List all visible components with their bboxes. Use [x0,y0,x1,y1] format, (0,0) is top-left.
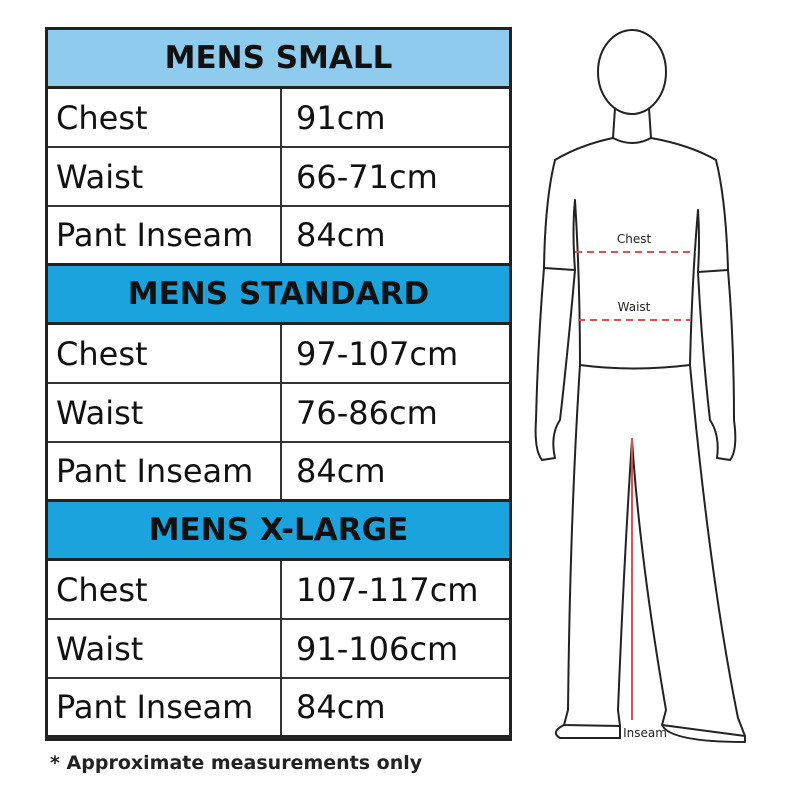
measurement-label: Waist [48,620,282,677]
neck-outline [612,107,652,139]
measurement-value: 76-86cm [296,393,438,432]
head-outline [597,29,667,115]
chest-label: Chest [617,232,652,246]
section-header: MENS SMALL [48,30,509,89]
measurement-value: 107-117cm [296,570,479,609]
measurement-label: Pant Inseam [48,207,282,263]
measurement-label: Pant Inseam [48,443,282,499]
pants-outline [563,364,746,737]
measurement-label: Pant Inseam [48,679,282,735]
table-row: Chest 97-107cm [48,325,509,384]
size-chart-table: MENS SMALL Chest 91cm Waist 66-71cm Pant Inse… [45,27,512,741]
measurement-label: Waist [48,148,282,205]
table-row: Waist 66-71cm [48,148,509,207]
shoes-outline [554,724,746,743]
table-row: Chest 91cm [48,89,509,148]
measurement-label: Chest [48,561,282,618]
measurement-value: 91cm [296,98,386,137]
footnote: * Approximate measurements only [50,752,423,774]
table-row: Pant Inseam 84cm [48,207,509,266]
section-header: MENS X-LARGE [48,502,509,561]
table-row: Pant Inseam 84cm [48,679,509,738]
right-arm-outline [697,269,737,461]
measurement-value: 84cm [296,452,386,490]
inseam-label: Inseam [623,726,667,740]
measurement-label: Chest [48,89,282,146]
measurement-label: Chest [48,325,282,382]
table-row: Waist 91-106cm [48,620,509,679]
table-row: Pant Inseam 84cm [48,443,509,502]
measurement-value: 91-106cm [296,629,459,668]
torso-outline [543,137,729,370]
table-row: Waist 76-86cm [48,384,509,443]
body-measurement-figure: Chest Waist Inseam [534,29,746,743]
measurement-label: Waist [48,384,282,441]
table-row: Chest 107-117cm [48,561,509,620]
left-arm-outline [534,267,576,461]
waist-label: Waist [618,300,651,314]
measurement-value: 84cm [296,688,386,726]
measurement-value: 84cm [296,216,386,254]
measurement-value: 97-107cm [296,334,459,373]
section-header: MENS STANDARD [48,266,509,325]
measurement-value: 66-71cm [296,157,438,196]
